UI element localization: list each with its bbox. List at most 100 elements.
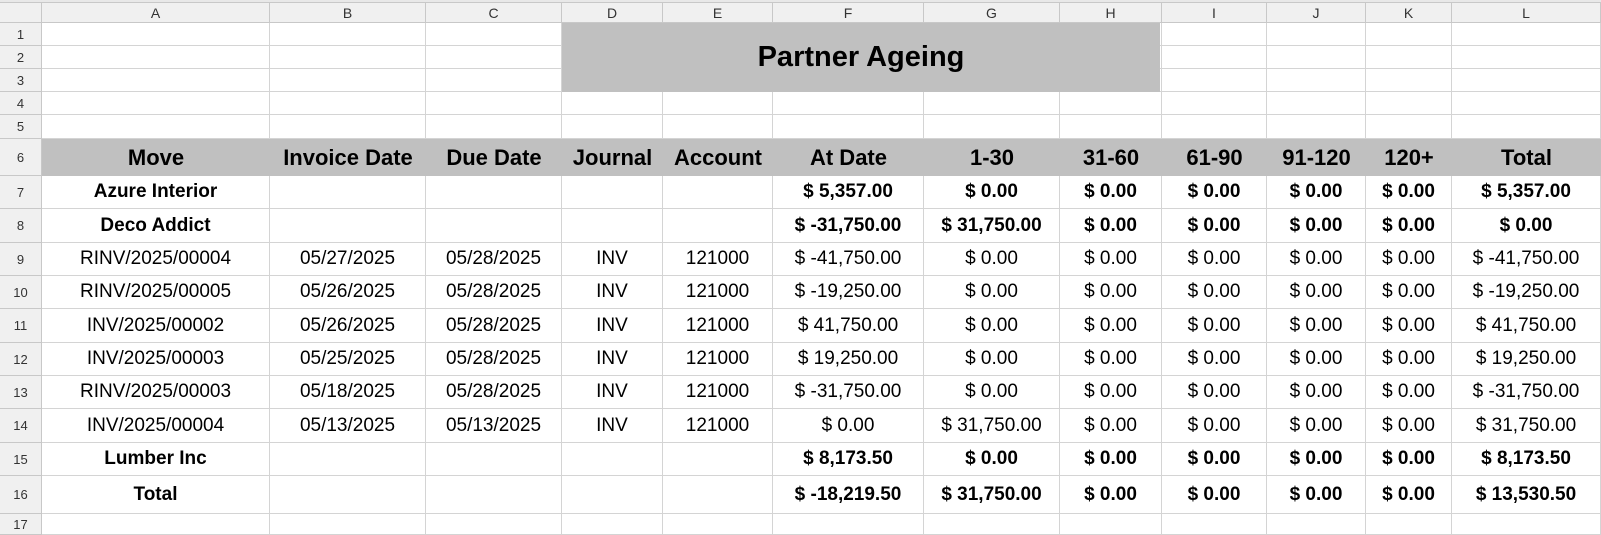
column-title-61-90[interactable]: 61-90 bbox=[1162, 139, 1267, 176]
table-cell[interactable]: $ 0.00 bbox=[1267, 476, 1366, 514]
table-cell[interactable]: $ -19,250.00 bbox=[773, 276, 924, 309]
table-cell[interactable]: INV bbox=[562, 343, 663, 376]
table-cell[interactable]: $ 0.00 bbox=[1162, 309, 1267, 343]
grid-cell[interactable] bbox=[1366, 115, 1452, 139]
table-cell[interactable]: 121000 bbox=[663, 276, 773, 309]
table-cell[interactable]: $ 0.00 bbox=[1267, 243, 1366, 276]
table-cell[interactable]: $ 0.00 bbox=[1366, 276, 1452, 309]
table-cell[interactable]: $ 0.00 bbox=[924, 276, 1060, 309]
table-cell[interactable]: $ 0.00 bbox=[1267, 376, 1366, 409]
table-cell[interactable] bbox=[270, 209, 426, 243]
grid-cell[interactable] bbox=[42, 46, 270, 69]
row-header-6[interactable]: 6 bbox=[0, 139, 42, 176]
table-cell[interactable]: $ 19,250.00 bbox=[1452, 343, 1601, 376]
table-cell[interactable]: $ 0.00 bbox=[1267, 443, 1366, 476]
table-cell[interactable]: INV bbox=[562, 276, 663, 309]
move-cell[interactable]: INV/2025/00004 bbox=[42, 409, 270, 443]
grid-cell[interactable] bbox=[42, 115, 270, 139]
row-header-14[interactable]: 14 bbox=[0, 409, 42, 443]
table-cell[interactable]: $ 0.00 bbox=[1162, 343, 1267, 376]
column-header-j[interactable]: J bbox=[1267, 3, 1366, 23]
grid-cell[interactable] bbox=[663, 514, 773, 535]
table-cell[interactable]: $ 41,750.00 bbox=[773, 309, 924, 343]
table-cell[interactable]: $ 0.00 bbox=[1060, 309, 1162, 343]
table-cell[interactable]: $ 0.00 bbox=[924, 343, 1060, 376]
grid-cell[interactable] bbox=[1452, 115, 1601, 139]
table-cell[interactable]: INV bbox=[562, 376, 663, 409]
table-cell[interactable]: $ -18,219.50 bbox=[773, 476, 924, 514]
column-header-i[interactable]: I bbox=[1162, 3, 1267, 23]
table-cell[interactable]: $ 0.00 bbox=[1366, 443, 1452, 476]
table-cell[interactable]: $ 0.00 bbox=[924, 243, 1060, 276]
row-header-3[interactable]: 3 bbox=[0, 69, 42, 92]
grid-cell[interactable] bbox=[924, 115, 1060, 139]
table-cell[interactable]: INV bbox=[562, 409, 663, 443]
table-cell[interactable]: $ 0.00 bbox=[1060, 343, 1162, 376]
table-cell[interactable] bbox=[663, 443, 773, 476]
grid-cell[interactable] bbox=[1366, 23, 1452, 46]
grid-cell[interactable] bbox=[1162, 46, 1267, 69]
table-cell[interactable]: $ 0.00 bbox=[1162, 209, 1267, 243]
column-header-b[interactable]: B bbox=[270, 3, 426, 23]
grid-cell[interactable] bbox=[1452, 23, 1601, 46]
column-title-31-60[interactable]: 31-60 bbox=[1060, 139, 1162, 176]
column-title-due-date[interactable]: Due Date bbox=[426, 139, 562, 176]
grid-cell[interactable] bbox=[1366, 514, 1452, 535]
move-cell[interactable]: Azure Interior bbox=[42, 176, 270, 209]
row-header-10[interactable]: 10 bbox=[0, 276, 42, 309]
row-header-9[interactable]: 9 bbox=[0, 243, 42, 276]
table-cell[interactable]: $ 0.00 bbox=[924, 376, 1060, 409]
table-cell[interactable]: $ 0.00 bbox=[1366, 376, 1452, 409]
row-header-17[interactable]: 17 bbox=[0, 514, 42, 535]
table-cell[interactable]: $ 8,173.50 bbox=[773, 443, 924, 476]
grid-cell[interactable] bbox=[270, 23, 426, 46]
table-cell[interactable]: $ 31,750.00 bbox=[924, 476, 1060, 514]
grid-cell[interactable] bbox=[426, 115, 562, 139]
column-title-total[interactable]: Total bbox=[1452, 139, 1601, 176]
table-cell[interactable]: 05/28/2025 bbox=[426, 376, 562, 409]
table-cell[interactable]: $ 0.00 bbox=[1162, 443, 1267, 476]
table-cell[interactable]: $ 0.00 bbox=[1366, 409, 1452, 443]
grid-cell[interactable] bbox=[426, 46, 562, 69]
table-cell[interactable]: $ -41,750.00 bbox=[773, 243, 924, 276]
table-cell[interactable]: 05/28/2025 bbox=[426, 243, 562, 276]
move-cell[interactable]: Total bbox=[42, 476, 270, 514]
table-cell[interactable]: $ 8,173.50 bbox=[1452, 443, 1601, 476]
table-cell[interactable]: 05/28/2025 bbox=[426, 343, 562, 376]
table-cell[interactable]: INV bbox=[562, 309, 663, 343]
grid-cell[interactable] bbox=[562, 92, 663, 115]
table-cell[interactable]: $ 19,250.00 bbox=[773, 343, 924, 376]
grid-cell[interactable] bbox=[42, 92, 270, 115]
table-cell[interactable]: $ 0.00 bbox=[1267, 309, 1366, 343]
column-title-1-30[interactable]: 1-30 bbox=[924, 139, 1060, 176]
table-cell[interactable] bbox=[270, 176, 426, 209]
table-cell[interactable] bbox=[426, 443, 562, 476]
grid-cell[interactable] bbox=[42, 514, 270, 535]
row-header-8[interactable]: 8 bbox=[0, 209, 42, 243]
table-cell[interactable]: $ 0.00 bbox=[1162, 176, 1267, 209]
table-cell[interactable]: 121000 bbox=[663, 376, 773, 409]
table-cell[interactable]: $ 41,750.00 bbox=[1452, 309, 1601, 343]
table-cell[interactable]: $ 0.00 bbox=[924, 176, 1060, 209]
column-header-c[interactable]: C bbox=[426, 3, 562, 23]
column-title-move[interactable]: Move bbox=[42, 139, 270, 176]
row-header-4[interactable]: 4 bbox=[0, 92, 42, 115]
table-cell[interactable] bbox=[663, 176, 773, 209]
table-cell[interactable] bbox=[562, 176, 663, 209]
table-cell[interactable] bbox=[270, 443, 426, 476]
table-cell[interactable]: 05/26/2025 bbox=[270, 276, 426, 309]
move-cell[interactable]: RINV/2025/00004 bbox=[42, 243, 270, 276]
grid-cell[interactable] bbox=[270, 46, 426, 69]
table-cell[interactable]: $ 5,357.00 bbox=[773, 176, 924, 209]
grid-cell[interactable] bbox=[773, 514, 924, 535]
table-cell[interactable]: $ 0.00 bbox=[1452, 209, 1601, 243]
grid-cell[interactable] bbox=[924, 514, 1060, 535]
select-all-corner[interactable] bbox=[0, 3, 42, 23]
table-cell[interactable]: 05/13/2025 bbox=[426, 409, 562, 443]
table-cell[interactable]: INV bbox=[562, 243, 663, 276]
table-cell[interactable]: $ 0.00 bbox=[1060, 476, 1162, 514]
column-header-k[interactable]: K bbox=[1366, 3, 1452, 23]
table-cell[interactable]: $ 0.00 bbox=[1162, 476, 1267, 514]
grid-cell[interactable] bbox=[1267, 23, 1366, 46]
grid-cell[interactable] bbox=[426, 23, 562, 46]
